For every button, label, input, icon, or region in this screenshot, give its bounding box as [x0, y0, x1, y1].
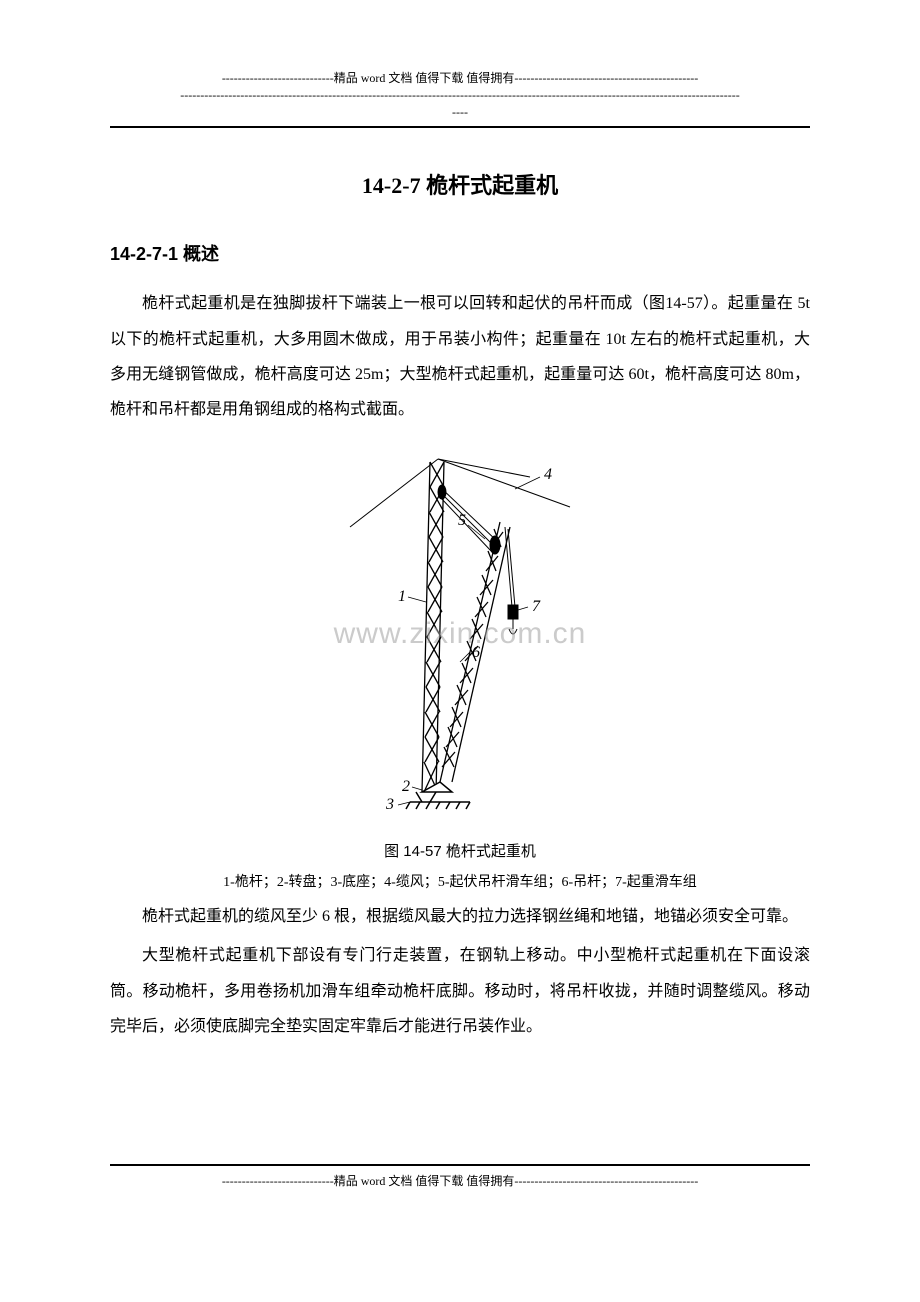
crane-diagram: 1 4 5 6 7 2 3 — [340, 447, 580, 827]
fig-label-2: 2 — [402, 778, 410, 795]
fig-label-7: 7 — [532, 598, 541, 615]
figure-container: www.zixin.com.cn — [110, 447, 810, 861]
header-line-1: ----------------------------精品 word 文档 值… — [110, 70, 810, 87]
figure-caption: 图 14-57 桅杆式起重机 — [110, 840, 810, 861]
paragraph-3: 大型桅杆式起重机下部设有专门行走装置，在钢轨上移动。中小型桅杆式起重机在下面设滚… — [110, 938, 810, 1044]
page-title: 14-2-7 桅杆式起重机 — [110, 168, 810, 200]
section-heading: 14-2-7-1 概述 — [110, 240, 810, 266]
footer: ----------------------------精品 word 文档 值… — [110, 1164, 810, 1189]
fig-label-5: 5 — [458, 512, 466, 529]
fig-label-6: 6 — [472, 644, 480, 661]
footer-line-1: ----------------------------精品 word 文档 值… — [110, 1172, 810, 1189]
header-line-3: ---- — [110, 104, 810, 121]
fig-label-4: 4 — [544, 466, 552, 483]
paragraph-1: 桅杆式起重机是在独脚拔杆下端装上一根可以回转和起伏的吊杆而成（图14-57）。起… — [110, 286, 810, 427]
fig-label-3: 3 — [385, 796, 394, 813]
header-line-2: ----------------------------------------… — [110, 87, 810, 104]
footer-divider — [110, 1164, 810, 1166]
fig-label-1: 1 — [398, 588, 406, 605]
figure-legend: 1-桅杆；2-转盘；3-底座；4-缆风；5-起伏吊杆滑车组；6-吊杆；7-起重滑… — [110, 871, 810, 891]
header-divider — [110, 126, 810, 128]
paragraph-2: 桅杆式起重机的缆风至少 6 根，根据缆风最大的拉力选择钢丝绳和地锚，地锚必须安全… — [110, 899, 810, 934]
